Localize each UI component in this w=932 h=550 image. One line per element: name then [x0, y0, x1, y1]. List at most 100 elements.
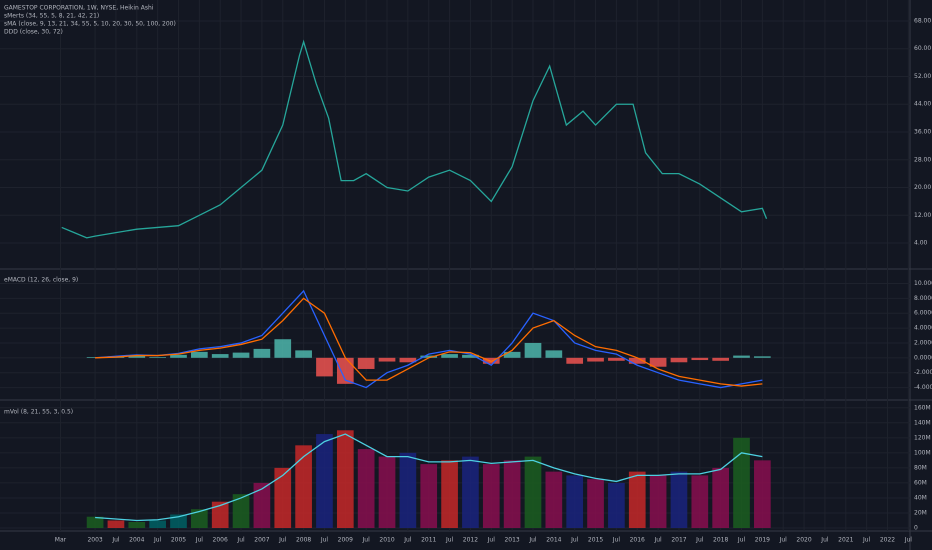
x-tick-label: 2008: [296, 537, 311, 544]
bar: [482, 464, 500, 528]
bar: [232, 494, 250, 528]
x-tick-label: Jul: [737, 537, 746, 544]
series-line: [95, 289, 763, 389]
y-tick-label: 4.00: [914, 240, 928, 247]
bar: [211, 354, 229, 358]
x-tick-label: Jul: [904, 537, 913, 544]
x-tick-label: Jul: [403, 537, 412, 544]
y-tick-label: 160M: [914, 404, 931, 411]
bar: [441, 354, 458, 358]
x-tick-label: 2009: [338, 537, 353, 544]
bar: [274, 467, 292, 528]
x-tick-label: 2019: [755, 537, 770, 544]
y-tick-label: 60.00: [914, 45, 931, 52]
y-tick-label: 0: [914, 525, 918, 532]
y-tick-label: 68.00: [914, 17, 931, 24]
bar: [420, 355, 438, 358]
bar: [691, 475, 709, 528]
bar: [503, 351, 521, 358]
y-tick-label: 80M: [914, 464, 927, 471]
y-tick-label: 20.00: [914, 184, 931, 191]
x-tick-label: 2012: [463, 537, 478, 544]
x-tick-label: 2020: [796, 537, 811, 544]
bar: [503, 460, 521, 528]
y-tick-label: 12.00: [914, 212, 931, 219]
bar: [86, 516, 104, 528]
bar: [691, 357, 709, 361]
bar: [107, 520, 125, 528]
y-tick-label: 28.00: [914, 156, 931, 163]
series-line: [95, 297, 763, 387]
bar: [170, 354, 187, 358]
x-tick-label: 2018: [713, 537, 728, 544]
bar: [420, 464, 438, 528]
pane-label: DDD (close, 30, 72): [4, 29, 63, 36]
bar: [462, 456, 479, 528]
bar: [232, 352, 250, 358]
x-tick-label: Jul: [195, 537, 204, 544]
bar: [545, 471, 563, 528]
bar: [754, 460, 771, 528]
x-tick-label: 2006: [213, 537, 228, 544]
x-tick-label: Jul: [653, 537, 662, 544]
x-tick-label: 2022: [880, 537, 895, 544]
y-tick-label: 60M: [914, 479, 927, 486]
y-tick-label: 52.00: [914, 73, 931, 80]
bar: [357, 449, 375, 528]
bar: [733, 355, 750, 358]
bar: [566, 357, 584, 364]
bar: [670, 471, 688, 528]
x-tick-label: 2017: [671, 537, 686, 544]
y-tick-label: 36.00: [914, 129, 931, 136]
bar: [628, 357, 646, 364]
x-tick-label: 2010: [379, 537, 394, 544]
bar: [128, 521, 146, 528]
bar: [336, 430, 354, 528]
pane-label: GAMESTOP CORPORATION, 1W, NYSE, Heikin A…: [4, 5, 154, 12]
x-tick-label: 2011: [421, 537, 436, 544]
x-tick-label: 2016: [630, 537, 645, 544]
x-tick-label: Jul: [236, 537, 245, 544]
y-tick-label: 140M: [914, 419, 931, 426]
x-tick-label: Jul: [862, 537, 871, 544]
bar: [733, 437, 750, 528]
x-tick-label: 2021: [838, 537, 853, 544]
bar: [316, 357, 333, 377]
pane-label: eMACD (12, 26, close, 9): [4, 277, 78, 284]
y-tick-label: 20M: [914, 509, 927, 516]
bar: [754, 356, 771, 358]
bar: [378, 456, 396, 528]
y-tick-label: 44.00: [914, 101, 931, 108]
bar: [670, 357, 688, 363]
x-tick-label: Jul: [570, 537, 579, 544]
x-tick-label: 2004: [129, 537, 144, 544]
bar: [399, 452, 417, 528]
bar: [524, 456, 542, 528]
bar: [608, 482, 625, 528]
x-tick-label: 2005: [171, 537, 186, 544]
x-tick-label: 2015: [588, 537, 603, 544]
bar: [399, 357, 417, 363]
bar: [295, 350, 312, 358]
y-tick-label: 120M: [914, 434, 931, 441]
bar: [566, 475, 584, 528]
y-tick-label: 40M: [914, 494, 927, 501]
pane-label: sMerts (34, 55, 5, 8, 21, 42, 21): [4, 13, 99, 20]
bar: [149, 520, 166, 528]
x-tick-label: Jul: [820, 537, 829, 544]
bar: [211, 501, 229, 528]
x-tick-label: Mar: [55, 537, 67, 544]
x-tick-label: Jul: [779, 537, 788, 544]
x-tick-label: Jul: [320, 537, 329, 544]
x-tick-label: Jul: [278, 537, 287, 544]
bar: [712, 357, 730, 361]
x-tick-label: Jul: [528, 537, 537, 544]
bar: [608, 357, 625, 361]
